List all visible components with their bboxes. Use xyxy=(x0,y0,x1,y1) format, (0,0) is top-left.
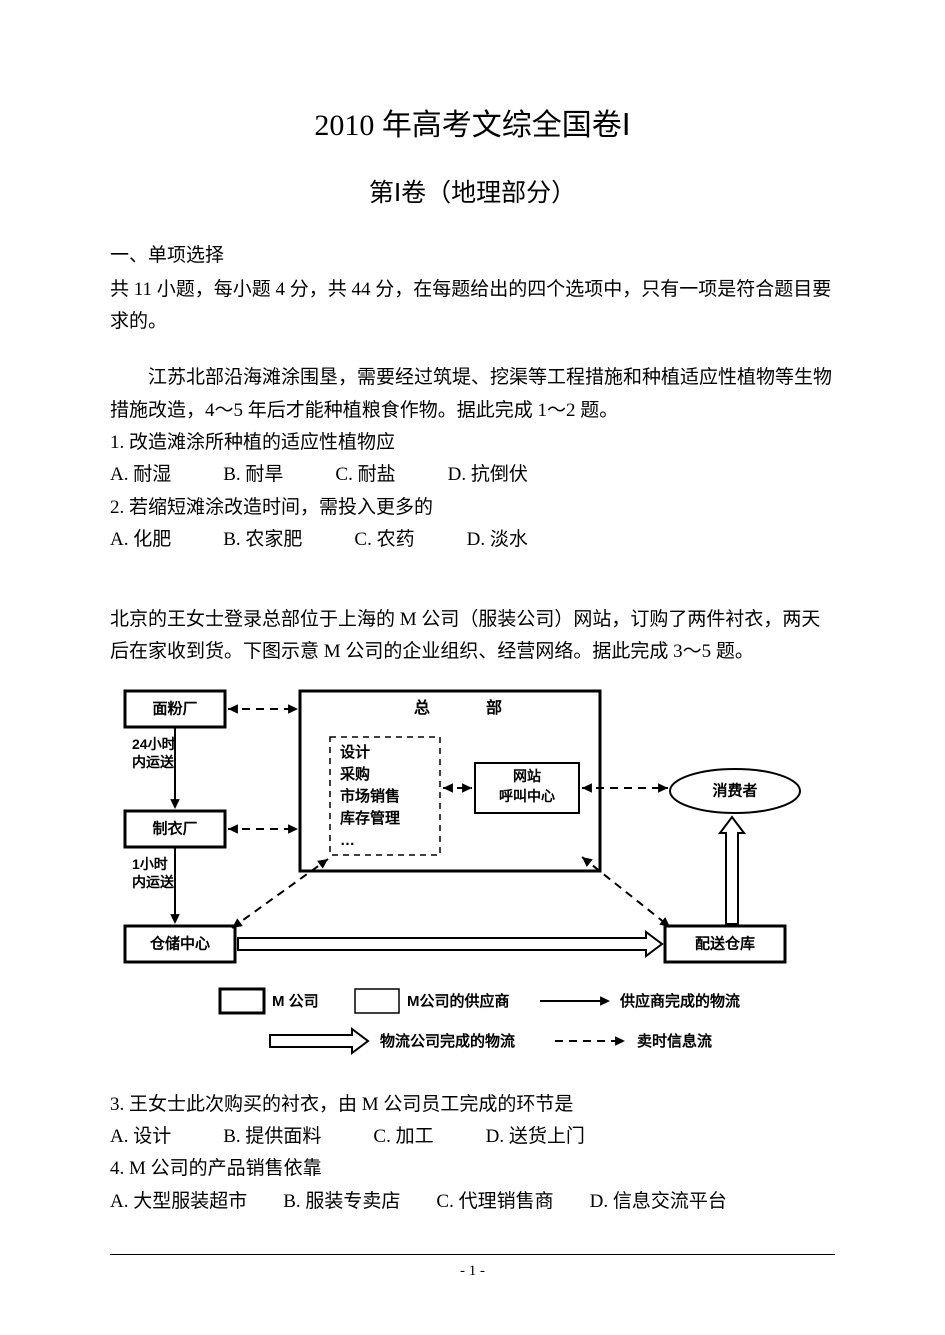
passage-1: 江苏北部沿海滩涂围垦，需要经过筑堤、挖渠等工程措施和种植适应性植物等生物措施改造… xyxy=(110,362,835,427)
page-subtitle: 第Ⅰ卷（地理部分） xyxy=(110,173,835,216)
svg-text:卖时信息流: 卖时信息流 xyxy=(637,1032,712,1050)
page-title: 2010 年高考文综全国卷Ⅰ xyxy=(110,100,835,151)
q4-opt-b: B. 服装专卖店 xyxy=(283,1186,400,1218)
q1-opt-a: A. 耐湿 xyxy=(110,459,171,491)
svg-text:消费者: 消费者 xyxy=(712,781,757,799)
svg-text:供应商完成的物流: 供应商完成的物流 xyxy=(619,992,740,1010)
q1-opt-d: D. 抗倒伏 xyxy=(448,459,528,491)
svg-text:网站: 网站 xyxy=(513,768,541,784)
svg-text:…: … xyxy=(340,832,355,849)
svg-text:24小时: 24小时 xyxy=(132,736,176,752)
svg-text:部: 部 xyxy=(486,698,502,717)
q4-opt-a: A. 大型服装超市 xyxy=(110,1186,247,1218)
q1-stem: 1. 改造滩涂所种植的适应性植物应 xyxy=(110,427,835,459)
section-description: 共 11 小题，每小题 4 分，共 44 分，在每题给出的四个选项中，只有一项是… xyxy=(110,274,835,339)
q2-options: A. 化肥 B. 农家肥 C. 农药 D. 淡水 xyxy=(110,524,835,556)
q3-opt-c: C. 加工 xyxy=(373,1121,433,1153)
q2-opt-c: C. 农药 xyxy=(354,524,414,556)
q4-opt-c: C. 代理销售商 xyxy=(436,1186,553,1218)
q2-opt-a: A. 化肥 xyxy=(110,524,171,556)
svg-text:M公司的供应商: M公司的供应商 xyxy=(407,992,510,1010)
svg-text:1小时: 1小时 xyxy=(132,856,168,872)
q4-options: A. 大型服装超市 B. 服装专卖店 C. 代理销售商 D. 信息交流平台 xyxy=(110,1186,835,1218)
svg-text:市场销售: 市场销售 xyxy=(340,787,400,805)
q2-stem: 2. 若缩短滩涂改造时间，需投入更多的 xyxy=(110,492,835,524)
q4-opt-d: D. 信息交流平台 xyxy=(590,1186,727,1218)
q2-opt-b: B. 农家肥 xyxy=(223,524,302,556)
q1-opt-c: C. 耐盐 xyxy=(335,459,395,491)
svg-text:库存管理: 库存管理 xyxy=(340,809,400,827)
passage-2: 北京的王女士登录总部位于上海的 M 公司（服装公司）网站，订购了两件衬衣，两天后… xyxy=(110,604,835,669)
svg-text:M 公司: M 公司 xyxy=(272,993,319,1010)
q3-opt-b: B. 提供面料 xyxy=(223,1121,321,1153)
q2-opt-d: D. 淡水 xyxy=(467,524,528,556)
svg-text:仓储中心: 仓储中心 xyxy=(149,934,210,952)
svg-text:内运送: 内运送 xyxy=(132,754,175,770)
svg-text:配送仓库: 配送仓库 xyxy=(695,934,755,952)
svg-text:内运送: 内运送 xyxy=(132,874,175,890)
svg-text:物流公司完成的物流: 物流公司完成的物流 xyxy=(380,1032,515,1050)
svg-text:呼叫中心: 呼叫中心 xyxy=(499,788,555,804)
svg-text:制衣厂: 制衣厂 xyxy=(152,819,197,837)
svg-text:总: 总 xyxy=(414,698,430,717)
page-footer: - 1 - xyxy=(110,1254,835,1285)
q3-opt-d: D. 送货上门 xyxy=(486,1121,585,1153)
section-heading: 一、单项选择 xyxy=(110,240,835,272)
svg-text:采购: 采购 xyxy=(339,765,370,783)
svg-text:设计: 设计 xyxy=(340,743,370,761)
q3-opt-a: A. 设计 xyxy=(110,1121,171,1153)
svg-text:面粉厂: 面粉厂 xyxy=(152,699,197,717)
q1-options: A. 耐湿 B. 耐旱 C. 耐盐 D. 抗倒伏 xyxy=(110,459,835,491)
q1-opt-b: B. 耐旱 xyxy=(223,459,283,491)
q3-options: A. 设计 B. 提供面料 C. 加工 D. 送货上门 xyxy=(110,1121,835,1153)
q4-stem: 4. M 公司的产品销售依靠 xyxy=(110,1153,835,1185)
org-diagram: 面粉厂制衣厂仓储中心 总 部设计采购市场销售库存管理 … 网站呼叫中心 消费者配送仓库 24… xyxy=(110,681,830,1081)
q3-stem: 3. 王女士此次购买的衬衣，由 M 公司员工完成的环节是 xyxy=(110,1089,835,1121)
